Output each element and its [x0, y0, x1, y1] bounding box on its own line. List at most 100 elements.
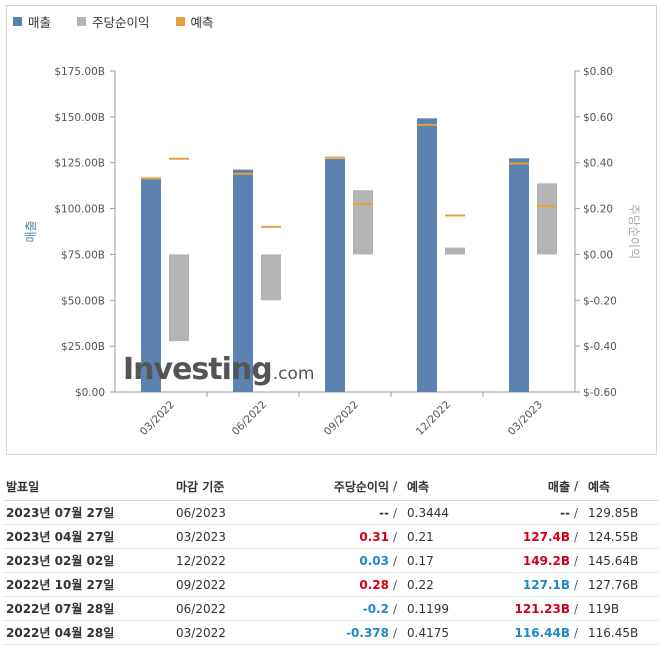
row-revenue-sep: / [570, 524, 588, 549]
header-revenue-forecast[interactable]: 예측 [588, 472, 659, 501]
legend-revenue[interactable]: 매출 [13, 12, 51, 31]
legend-eps-label: 주당순이익 [92, 15, 150, 30]
row-revenue-forecast: 145.64B [588, 548, 659, 573]
left-axis-tick-label: $175.00B [54, 66, 105, 78]
row-revenue-forecast: 124.55B [588, 524, 659, 549]
table-row: 2023년 04월 27일 03/2023 0.31/0.21 127.4B/124.… [4, 524, 659, 549]
row-eps: -0.2 [284, 596, 389, 621]
right-axis-title: 주당순이익 [627, 204, 641, 259]
left-axis-tick-label: $125.00B [54, 158, 105, 170]
row-date: 2022년 10월 27일 [4, 572, 176, 597]
row-revenue: 127.4B [504, 524, 570, 549]
row-revenue: 127.1B [504, 572, 570, 597]
header-period[interactable]: 마감 기준 [176, 472, 284, 501]
row-revenue: 121.23B [504, 596, 570, 621]
legend-eps-swatch [77, 17, 87, 26]
revenue-bar [417, 118, 437, 392]
right-axis-tick-label: $0.40 [583, 158, 613, 170]
left-axis-title: 매출 [24, 220, 38, 242]
row-revenue-sep: / [570, 572, 588, 597]
row-revenue: 116.44B [504, 620, 570, 645]
row-eps-forecast: 0.21 [407, 524, 504, 549]
left-axis-tick-label: $0.00 [75, 387, 105, 399]
row-revenue-sep: / [570, 620, 588, 645]
row-eps-sep: / [389, 524, 407, 549]
row-period: 06/2023 [176, 500, 284, 525]
row-eps: 0.31 [284, 524, 389, 549]
eps-bar [169, 254, 189, 342]
legend-forecast-label: 예측 [190, 15, 214, 30]
row-period: 06/2022 [176, 596, 284, 621]
chart-legend: 매출 주당순이익 예측 [13, 12, 214, 31]
row-date: 2023년 02월 02일 [4, 548, 176, 573]
table-row: 2022년 07월 28일 06/2022 -0.2/0.1199 121.23B/1… [4, 596, 659, 621]
row-date: 2023년 04월 27일 [4, 524, 176, 549]
row-eps: -- [284, 500, 389, 525]
row-period: 03/2022 [176, 620, 284, 645]
row-revenue-forecast: 116.45B [588, 620, 659, 645]
row-revenue-sep: / [570, 500, 588, 525]
right-axis-tick-label: $0.00 [583, 249, 613, 261]
table-header-row: 발표일 마감 기준 주당순이익 / 예측 매출 / 예측 [4, 472, 659, 501]
watermark-main: Investing [123, 352, 273, 387]
eps-bar [537, 183, 557, 255]
header-date[interactable]: 발표일 [4, 472, 176, 501]
row-revenue: -- [504, 500, 570, 525]
header-eps-forecast[interactable]: 예측 [407, 472, 504, 501]
eps-bar [445, 247, 465, 255]
row-eps-forecast: 0.1199 [407, 596, 504, 621]
table-row: 2022년 04월 28일 03/2022 -0.378/0.4175 116.44B… [4, 620, 659, 645]
earnings-table: 발표일 마감 기준 주당순이익 / 예측 매출 / 예측 2023년 07월 2… [4, 472, 659, 645]
table-row: 2022년 10월 27일 09/2022 0.28/0.22 127.1B/127.… [4, 572, 659, 597]
row-revenue-forecast: 127.76B [588, 572, 659, 597]
x-axis-tick-label: 06/2022 [230, 399, 269, 438]
row-revenue-forecast: 119B [588, 596, 659, 621]
table-row: 2023년 02월 02일 12/2022 0.03/0.17 149.2B/145.… [4, 548, 659, 573]
right-axis-tick-label: $-0.60 [583, 387, 617, 399]
revenue-bar [325, 158, 345, 392]
row-eps-forecast: 0.22 [407, 572, 504, 597]
left-axis-tick-label: $25.00B [61, 341, 105, 353]
legend-forecast[interactable]: 예측 [175, 12, 214, 31]
row-revenue-sep: / [570, 596, 588, 621]
earnings-chart: 매출 주당순이익 예측 $0.00 $25.00B $50.00B $75.00B $1… [6, 5, 657, 455]
row-eps-forecast: 0.4175 [407, 620, 504, 645]
header-eps[interactable]: 주당순이익 [284, 472, 389, 501]
right-axis-tick-label: $0.20 [583, 204, 613, 216]
row-eps: -0.378 [284, 620, 389, 645]
right-axis-tick-label: $-0.20 [583, 295, 617, 307]
right-axis-tick-label: $0.60 [583, 112, 613, 124]
row-eps-forecast: 0.17 [407, 548, 504, 573]
header-revenue-sep: / [570, 472, 588, 501]
row-period: 09/2022 [176, 572, 284, 597]
row-eps-forecast: 0.3444 [407, 500, 504, 525]
header-eps-sep: / [389, 472, 407, 501]
row-eps: 0.28 [284, 572, 389, 597]
row-eps: 0.03 [284, 548, 389, 573]
right-axis-tick-label: $0.80 [583, 66, 613, 78]
right-axis-tick-label: $-0.40 [583, 341, 617, 353]
row-period: 12/2022 [176, 548, 284, 573]
eps-bar [353, 190, 373, 255]
row-eps-sep: / [389, 620, 407, 645]
x-axis-tick-label: 12/2022 [414, 399, 453, 438]
row-date: 2022년 04월 28일 [4, 620, 176, 645]
table-body: 2023년 07월 27일 06/2023 --/0.3444 --/129.85B 2… [4, 500, 659, 645]
table-row: 2023년 07월 27일 06/2023 --/0.3444 --/129.85B [4, 500, 659, 525]
eps-bar [261, 254, 281, 301]
left-axis-tick-label: $150.00B [54, 112, 105, 124]
legend-forecast-swatch [175, 17, 185, 26]
row-eps-sep: / [389, 596, 407, 621]
legend-eps[interactable]: 주당순이익 [77, 12, 150, 31]
revenue-bar [509, 158, 529, 392]
left-axis-tick-label: $50.00B [61, 295, 105, 307]
legend-revenue-swatch [13, 17, 22, 26]
row-date: 2023년 07월 27일 [4, 500, 176, 525]
left-axis-tick-label: $100.00B [54, 204, 105, 216]
row-date: 2022년 07월 28일 [4, 596, 176, 621]
legend-revenue-label: 매출 [28, 15, 52, 30]
header-revenue[interactable]: 매출 [504, 472, 570, 501]
x-axis-tick-label: 03/2023 [506, 399, 545, 438]
row-revenue-sep: / [570, 548, 588, 573]
row-revenue-forecast: 129.85B [588, 500, 659, 525]
